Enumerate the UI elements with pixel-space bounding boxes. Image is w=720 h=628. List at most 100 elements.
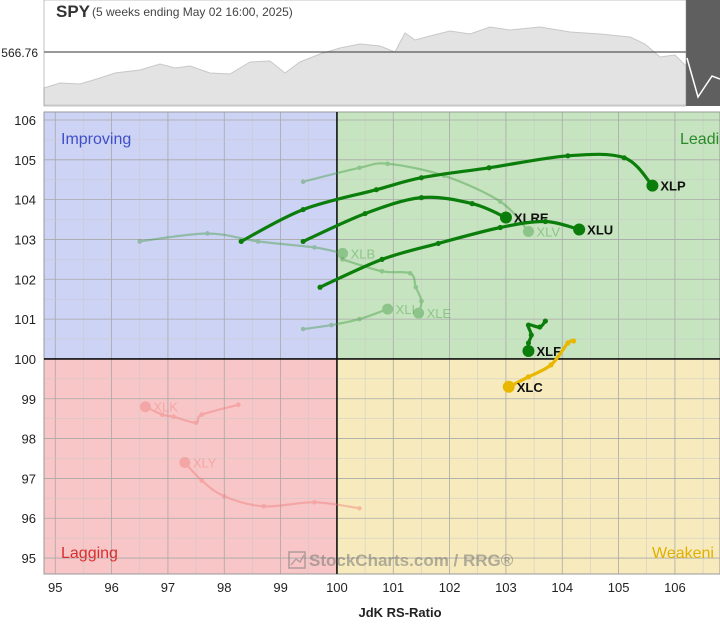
series-point (199, 412, 205, 417)
series-label: XLB (351, 246, 376, 261)
series-point (385, 161, 390, 167)
series-point (312, 500, 317, 505)
series-label: XLF (536, 344, 561, 359)
x-tick-label: 104 (551, 580, 573, 595)
series-point (565, 153, 571, 159)
series-point (418, 195, 425, 201)
series-head-marker[interactable] (139, 401, 151, 413)
series-point (498, 199, 503, 204)
quadrant-improving (44, 112, 337, 359)
series-point (418, 175, 425, 181)
series-point (407, 271, 413, 276)
series-point (570, 338, 577, 344)
series-point (497, 224, 503, 231)
series-xli[interactable]: XLI (300, 302, 416, 332)
y-tick-label: 106 (14, 113, 36, 128)
series-xle[interactable]: XLE (340, 257, 452, 321)
series-point (525, 374, 532, 380)
series-point (261, 503, 267, 509)
price-label: 566.76 (1, 46, 38, 60)
series-head-marker[interactable] (502, 380, 515, 393)
series-point (171, 414, 176, 419)
series-point (528, 332, 534, 338)
x-tick-label: 95 (48, 580, 62, 595)
series-head-marker[interactable] (337, 247, 349, 259)
benchmark-symbol: SPY (56, 2, 91, 21)
series-point (621, 155, 627, 161)
series-tail-line (341, 258, 423, 315)
x-tick-label: 100 (326, 580, 348, 595)
series-head-marker[interactable] (413, 307, 425, 319)
benchmark-strip-border (43, 0, 687, 107)
series-point (548, 362, 554, 368)
quadrant-label-lagging: Lagging (61, 545, 118, 562)
plot-border (43, 111, 720, 575)
series-xlu[interactable]: XLU (317, 218, 613, 290)
series-point (199, 478, 205, 483)
series-point (362, 210, 368, 217)
series-label: XLI (396, 302, 416, 317)
series-xlc[interactable]: XLC (502, 338, 577, 395)
x-tick-label: 101 (382, 580, 404, 595)
series-xlk[interactable]: XLK (139, 400, 241, 425)
series-point (300, 206, 306, 213)
series-point (537, 324, 543, 330)
series-point (300, 326, 306, 332)
series-point (469, 201, 475, 207)
series-label: XLP (660, 179, 686, 194)
series-point (255, 239, 261, 244)
series-xly[interactable]: XLY (179, 455, 362, 511)
series-point (238, 238, 244, 245)
series-xlf[interactable]: XLF (522, 318, 561, 359)
x-tick-label: 99 (273, 580, 287, 595)
quadrant-leading (336, 112, 720, 359)
x-tick-label: 103 (495, 580, 517, 595)
series-tail-line (144, 403, 240, 424)
series-point (221, 494, 227, 499)
series-point (565, 340, 571, 346)
series-point (542, 218, 548, 225)
series-head-marker[interactable] (499, 211, 512, 224)
series-point (525, 322, 532, 328)
logo-chart-icon (290, 554, 305, 566)
y-tick-label: 96 (22, 511, 36, 526)
series-head-marker[interactable] (382, 303, 394, 315)
y-axis-ticks: 95 96 97 98 99 100 101 102 103 104 105 106 (14, 113, 36, 566)
series-xlp[interactable]: XLP (238, 152, 686, 245)
series-label: XLC (517, 380, 544, 395)
series-point (373, 187, 379, 193)
series-label: XLE (427, 306, 452, 321)
series-point (329, 322, 334, 328)
series-xlb[interactable]: XLB (137, 231, 375, 261)
series-point (419, 298, 424, 304)
y-tick-label: 104 (14, 193, 36, 208)
series-point (312, 245, 317, 250)
series-point (300, 179, 306, 184)
current-window-line (686, 57, 720, 99)
center-lines (44, 112, 720, 574)
series-head-marker[interactable] (179, 456, 191, 468)
y-tick-label: 95 (22, 551, 36, 566)
series-point (357, 505, 362, 511)
series-label: XLU (587, 222, 613, 237)
series-xlv[interactable]: XLV (300, 161, 561, 239)
quadrant-lagging (44, 358, 337, 574)
series-point (340, 257, 345, 262)
quadrant-label-weakening: Weakeni (652, 545, 714, 562)
watermark-text: StockCharts.com / RRG® (309, 551, 514, 570)
series-tail-line (302, 162, 530, 233)
series-head-marker[interactable] (573, 223, 586, 236)
period-label: (5 weeks ending May 02 16:00, 2025) (92, 5, 293, 19)
quadrant-label-leading: Leadi (680, 131, 719, 148)
watermark: StockCharts.com / RRG® (288, 551, 514, 570)
series-head-marker[interactable] (522, 225, 534, 237)
series-point (300, 238, 306, 245)
y-tick-label: 99 (22, 392, 36, 407)
series-point (435, 240, 441, 247)
series-head-marker[interactable] (522, 344, 535, 357)
y-tick-label: 97 (22, 471, 36, 486)
series-head-marker[interactable] (646, 179, 659, 192)
